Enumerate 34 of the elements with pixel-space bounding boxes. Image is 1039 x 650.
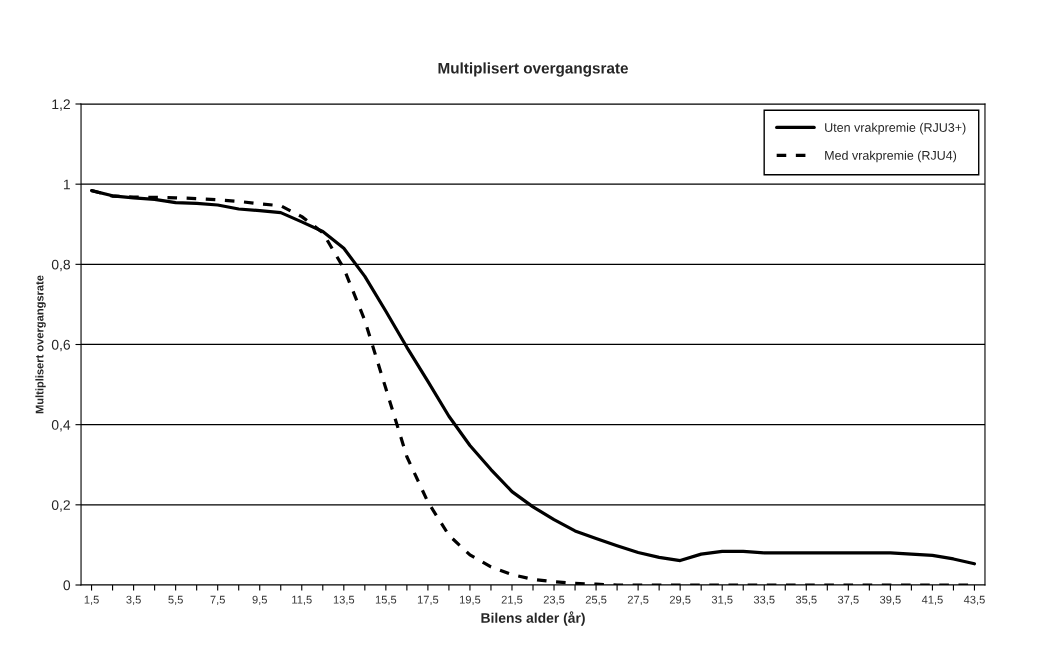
x-tick-label: 31,5: [711, 595, 733, 605]
y-tick-label: 1,2: [52, 99, 70, 111]
x-tick-label: 9,5: [252, 595, 267, 605]
y-tick-label: 0,4: [51, 420, 71, 432]
x-axis-title: Bilens alder (år): [481, 611, 585, 626]
x-tick-label: 21,5: [501, 595, 523, 605]
chart-title: Multiplisert overgangsrate: [438, 62, 628, 77]
x-tick-label: 15,5: [375, 595, 397, 605]
x-tick-label: 25,5: [585, 595, 607, 605]
x-tick-label: 41,5: [921, 595, 943, 605]
x-tick-label: 11,5: [292, 595, 312, 605]
x-tick-label: 1,5: [84, 595, 99, 605]
x-tick-label: 39,5: [879, 595, 901, 605]
x-tick-label: 3,5: [126, 595, 141, 605]
x-tick-label: 23,5: [543, 595, 565, 605]
x-tick-label: 35,5: [795, 595, 817, 605]
x-tick-label: 17,5: [417, 595, 439, 605]
x-tick-label: 33,5: [753, 595, 775, 605]
x-tick-label: 43,5: [963, 595, 985, 605]
x-tick-label: 37,5: [837, 595, 859, 605]
x-tick-label: 19,5: [459, 595, 481, 605]
legend-label: Med vrakpremie (RJU4): [825, 150, 957, 163]
y-tick-label: 0,6: [51, 339, 71, 352]
y-axis-title: Multiplisert overgangsrate: [35, 275, 46, 414]
x-tick-label: 5,5: [168, 595, 183, 605]
x-tick-label: 29,5: [669, 595, 691, 605]
x-tick-label: 7,5: [210, 595, 225, 605]
y-tick-label: 0,2: [51, 500, 70, 512]
legend-label: Uten vrakpremie (RJU3+): [825, 122, 966, 135]
x-tick-label: 13,5: [333, 595, 355, 605]
y-tick-label: 0,8: [51, 259, 71, 272]
y-tick-label: 1: [63, 179, 70, 190]
y-tick-label: 0: [63, 580, 71, 591]
x-tick-label: 27,5: [627, 595, 649, 605]
